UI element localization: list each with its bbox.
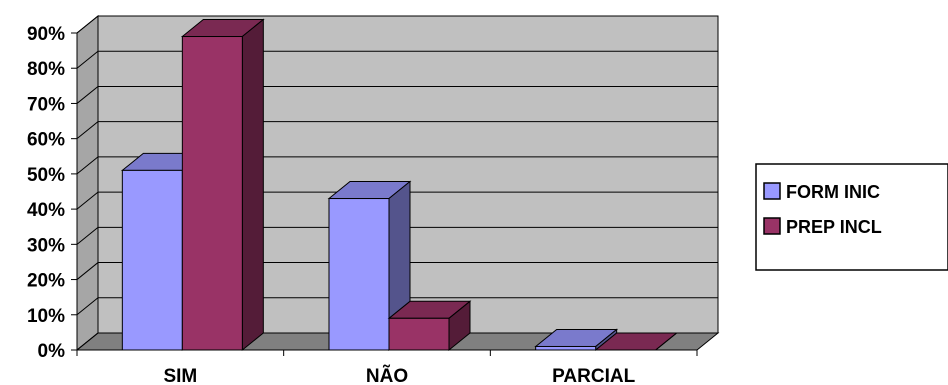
y-tick-label: 90% <box>27 24 65 45</box>
y-tick-label: 60% <box>27 130 65 151</box>
y-tick-label: 40% <box>27 200 65 221</box>
bar-side <box>655 332 677 351</box>
bar-front <box>181 36 243 351</box>
bar-front <box>328 198 390 351</box>
bar <box>534 328 619 352</box>
bar <box>327 180 412 352</box>
y-axis: 0% 10% 20% 30% 40% 50% 60% 70% 80% 90% <box>27 24 78 362</box>
gridline <box>76 50 718 69</box>
bar <box>387 300 472 352</box>
bars <box>120 18 679 352</box>
y-tick-label: 30% <box>27 235 65 256</box>
gridline <box>76 15 718 34</box>
x-tick-label: PARCIAL <box>552 366 635 385</box>
legend-entry: FORM INIC <box>786 182 880 202</box>
legend-entry: PREP INCL <box>786 217 882 237</box>
legend-swatch <box>763 217 781 235</box>
gridline <box>76 156 718 175</box>
gridline <box>76 297 718 316</box>
y-tick-label: 50% <box>27 165 65 186</box>
x-tick-label: SIM <box>163 366 197 385</box>
legend: FORM INIC PREP INCL <box>755 163 948 271</box>
gridline <box>76 262 718 280</box>
gridline <box>76 226 718 245</box>
legend-swatch <box>763 182 781 200</box>
y-tick-label: 10% <box>27 306 65 327</box>
bar <box>180 18 265 352</box>
gridlines <box>76 15 718 351</box>
y-tick-label: 80% <box>27 59 65 80</box>
bar-front <box>388 317 450 351</box>
y-tick-label: 20% <box>27 271 65 292</box>
gridline <box>76 332 718 351</box>
legend-box <box>755 163 948 271</box>
x-axis: SIM NÃO PARCIAL <box>76 349 698 385</box>
x-tick-label: NÃO <box>366 365 408 385</box>
bar-front <box>121 169 183 351</box>
gridline <box>76 121 718 140</box>
bar-side <box>241 18 264 352</box>
y-tick-label: 70% <box>27 94 65 115</box>
gridline <box>76 85 718 104</box>
y-tick-label: 0% <box>38 341 66 362</box>
bar-front <box>535 345 597 351</box>
gridline <box>76 191 718 210</box>
